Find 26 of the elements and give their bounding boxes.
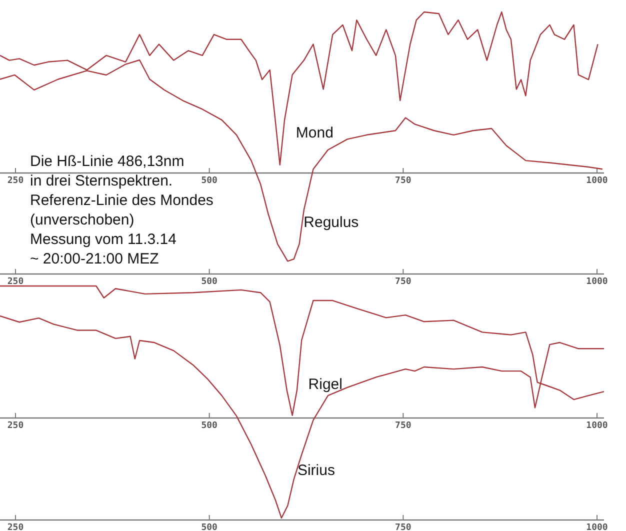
annotation: in drei Sternspektren. [30, 172, 173, 190]
x-tick-label: 750 [395, 277, 412, 287]
annotation: Messung vom 11.3.14 [30, 231, 176, 248]
x-tick-label: 750 [395, 176, 412, 186]
series-label: Mond [296, 124, 334, 142]
x-tick-label: 1000 [586, 277, 608, 287]
x-tick-label: 1000 [586, 421, 608, 431]
annotation: Die Hß-Linie 486,13nm [30, 153, 184, 170]
x-tick-label: 500 [201, 523, 218, 531]
x-tick-label: 1000 [586, 523, 608, 531]
x-tick-label: 250 [7, 421, 24, 431]
series-label: Sirius [297, 462, 335, 480]
x-tick-label: 1000 [586, 176, 608, 186]
annotation: Referenz-Linie des Mondes [30, 192, 214, 209]
series-label: Regulus [304, 214, 359, 231]
x-tick-label: 500 [201, 176, 218, 186]
x-tick-label: 250 [7, 277, 24, 287]
x-tick-label: 250 [7, 176, 24, 186]
x-tick-label: 500 [201, 421, 218, 431]
series-label: Rigel [308, 376, 342, 393]
x-tick-label: 750 [395, 421, 412, 431]
x-tick-label: 750 [395, 523, 412, 531]
x-tick-label: 250 [7, 523, 24, 531]
annotation: ~ 20:00-21:00 MEZ [30, 250, 159, 268]
x-tick-label: 500 [201, 277, 218, 287]
annotation: (unverschoben) [30, 212, 134, 228]
